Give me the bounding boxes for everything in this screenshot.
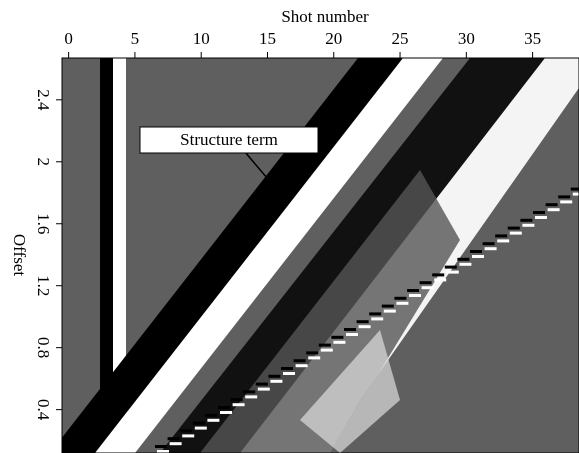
x-tick-label: 0 bbox=[64, 29, 73, 48]
y-tick-label: 0.8 bbox=[34, 337, 53, 358]
x-tick-label: 20 bbox=[325, 29, 342, 48]
y-tick-label: 1.2 bbox=[34, 275, 53, 296]
dash bbox=[483, 242, 495, 245]
dash bbox=[270, 380, 282, 383]
dash bbox=[546, 203, 558, 206]
dash bbox=[571, 188, 579, 191]
dash bbox=[422, 286, 434, 289]
dash bbox=[432, 273, 444, 276]
dash bbox=[193, 422, 205, 425]
dash bbox=[470, 250, 482, 253]
dash bbox=[510, 232, 522, 235]
dash bbox=[180, 429, 192, 432]
page: Shot number Offset Structure term 0 5 10 15… bbox=[0, 0, 579, 453]
y-tick-label: 2.4 bbox=[34, 89, 53, 111]
dash bbox=[407, 289, 419, 292]
dash bbox=[573, 193, 579, 196]
dash bbox=[220, 411, 232, 414]
x-tick-label: 30 bbox=[458, 29, 475, 48]
dash bbox=[294, 359, 306, 362]
x-axis-title: Shot number bbox=[281, 7, 369, 26]
dash bbox=[371, 317, 383, 320]
dash bbox=[308, 356, 320, 359]
dash bbox=[333, 341, 345, 344]
dash bbox=[560, 200, 572, 203]
dash bbox=[243, 390, 255, 393]
y-tick-label: 0.4 bbox=[34, 399, 53, 421]
dash bbox=[268, 375, 280, 378]
dash bbox=[306, 351, 318, 354]
dash bbox=[319, 344, 331, 347]
dash bbox=[447, 271, 459, 274]
dash bbox=[409, 294, 421, 297]
dash bbox=[233, 403, 245, 406]
dash bbox=[344, 328, 356, 331]
x-tick-label: 10 bbox=[193, 29, 210, 48]
seismic-image bbox=[50, 58, 579, 453]
dash bbox=[369, 312, 381, 315]
dash bbox=[195, 427, 207, 430]
dash bbox=[445, 266, 457, 269]
annotation: Structure term bbox=[180, 130, 278, 149]
dash bbox=[231, 398, 243, 401]
dash bbox=[170, 442, 182, 445]
dash bbox=[281, 367, 293, 370]
x-tick-label: 35 bbox=[524, 29, 541, 48]
dash bbox=[359, 325, 371, 328]
dash bbox=[205, 414, 217, 417]
dash bbox=[218, 406, 230, 409]
dash bbox=[558, 195, 570, 198]
dash bbox=[459, 263, 471, 266]
dash bbox=[296, 364, 308, 367]
dash bbox=[420, 281, 432, 284]
dash bbox=[207, 419, 219, 422]
y-tick-label: 1.6 bbox=[34, 213, 53, 234]
dash bbox=[168, 437, 180, 440]
dash bbox=[384, 310, 396, 313]
dash bbox=[522, 224, 534, 227]
dash bbox=[346, 333, 358, 336]
dash bbox=[548, 208, 560, 211]
dash bbox=[321, 349, 333, 352]
x-tick-label: 25 bbox=[392, 29, 409, 48]
dash bbox=[394, 297, 406, 300]
dash bbox=[331, 336, 343, 339]
dash bbox=[457, 258, 469, 261]
dash bbox=[533, 211, 545, 214]
dash bbox=[258, 388, 270, 391]
y-tick-label: 2 bbox=[34, 158, 53, 167]
dash bbox=[472, 255, 484, 258]
dash bbox=[396, 302, 408, 305]
dash bbox=[245, 395, 257, 398]
dash bbox=[382, 305, 394, 308]
dash bbox=[508, 227, 520, 230]
x-tick-label: 5 bbox=[131, 29, 140, 48]
dash bbox=[256, 383, 268, 386]
chart: Shot number Offset Structure term 0 5 10 15… bbox=[0, 0, 579, 453]
y-axis-title: Offset bbox=[10, 234, 29, 276]
dash bbox=[357, 320, 369, 323]
x-tick-label: 15 bbox=[259, 29, 276, 48]
dash bbox=[497, 239, 509, 242]
dash bbox=[535, 216, 547, 219]
dash bbox=[495, 234, 507, 237]
dash bbox=[182, 434, 194, 437]
dash bbox=[155, 445, 167, 448]
dash bbox=[485, 247, 497, 250]
dash bbox=[434, 278, 446, 281]
dash bbox=[283, 372, 295, 375]
dash bbox=[520, 219, 532, 222]
